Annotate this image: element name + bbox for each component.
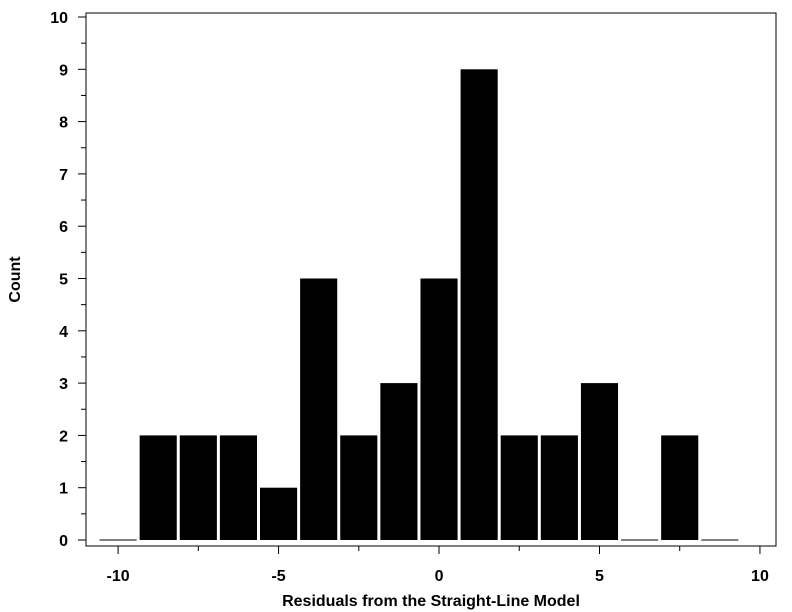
y-tick-label: 6 [59,219,68,236]
histogram-bar [540,435,578,540]
y-tick-label: 8 [59,115,68,132]
x-tick-label: 5 [595,568,604,585]
y-tick-label: 9 [59,62,68,79]
y-tick-label: 10 [50,10,68,27]
bars-group [99,69,739,541]
y-tick-label: 5 [59,272,68,289]
histogram-bar [340,435,378,540]
histogram-bar [460,69,498,541]
x-tick-label: -10 [107,568,130,585]
histogram-bar [139,435,177,540]
x-tick-label: -5 [271,568,285,585]
y-tick-label: 3 [59,376,68,393]
histogram-bar [219,435,257,540]
y-tick-label: 2 [59,428,68,445]
histogram-bar [260,487,298,540]
y-tick-label: 0 [59,533,68,550]
histogram-bar [580,383,619,540]
y-axis: 0 1 2 3 4 5 6 7 8 9 10 [50,10,86,550]
y-axis-label: Count [7,256,24,303]
histogram-bar [380,383,418,540]
y-tick-label: 1 [59,481,68,498]
x-tick-label: 10 [751,568,769,585]
y-tick-label: 7 [59,167,68,184]
x-axis: -10 -5 0 5 10 [107,546,769,585]
histogram-bar [420,278,458,540]
x-axis-label: Residuals from the Straight-Line Model [282,593,580,610]
plot-frame [85,12,777,547]
y-tick-label: 4 [59,324,68,341]
histogram-bar [661,435,699,540]
histogram-bar [500,435,538,540]
x-tick-label: 0 [435,568,444,585]
histogram-bar [179,435,217,540]
histogram-bar [300,278,338,540]
